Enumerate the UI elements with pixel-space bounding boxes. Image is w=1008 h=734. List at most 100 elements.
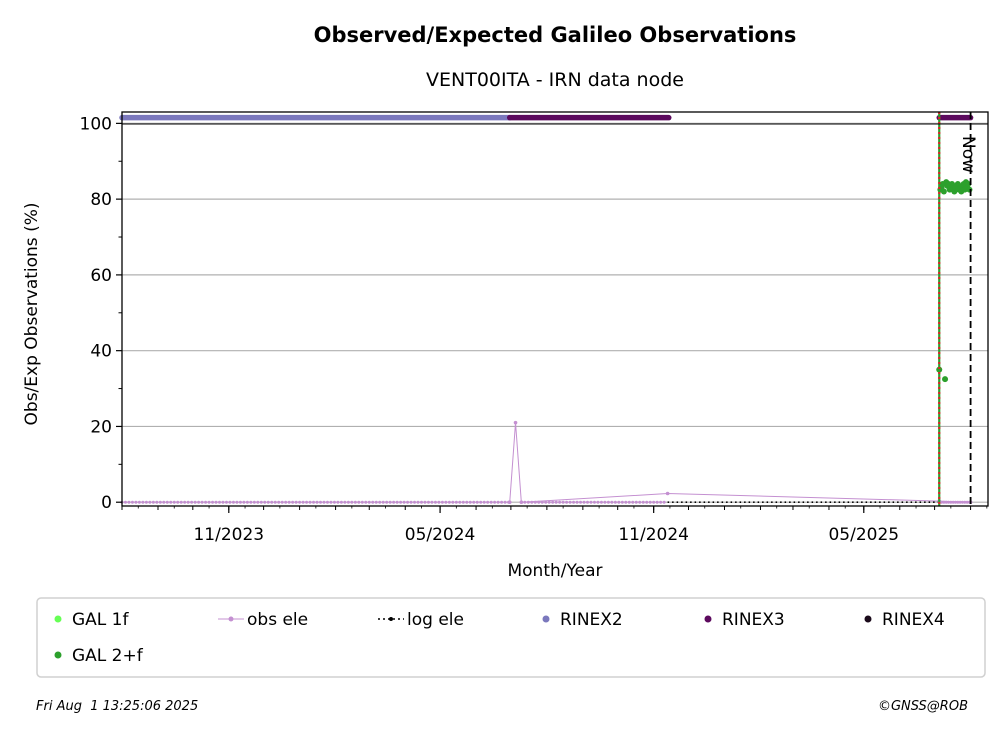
data-point-obs-ele — [960, 500, 964, 504]
data-point-obs-ele — [610, 500, 614, 504]
data-point-obs-ele — [312, 500, 316, 504]
data-point-obs-ele — [305, 500, 309, 504]
legend-label-rinex4: RINEX4 — [882, 610, 945, 630]
data-point-obs-ele — [176, 500, 180, 504]
data-point-obs-ele — [238, 500, 242, 504]
data-point-obs-ele — [137, 500, 141, 504]
data-point-gal-2-f — [940, 188, 947, 195]
data-point-obs-ele — [151, 500, 155, 504]
data-point-obs-ele — [249, 500, 253, 504]
data-point-obs-ele — [228, 500, 232, 504]
data-point-obs-ele — [475, 500, 479, 504]
data-point-obs-ele — [486, 500, 490, 504]
data-point-obs-ele — [413, 500, 417, 504]
x-axis-label: Month/Year — [507, 561, 602, 581]
time-markers — [938, 112, 972, 506]
data-point-obs-ele — [627, 500, 631, 504]
data-point-obs-ele — [430, 500, 434, 504]
data-point-obs-ele — [631, 500, 635, 504]
data-point-obs-ele — [294, 500, 298, 504]
data-point-obs-ele — [482, 500, 486, 504]
data-point-obs-ele — [381, 500, 385, 504]
data-point-obs-ele — [287, 500, 291, 504]
data-point-obs-ele — [298, 500, 302, 504]
legend: GAL 1f obs ele log ele RINEX2 RINEX3 RINEX4 GA… — [54, 610, 945, 666]
data-point-obs-ele — [218, 500, 222, 504]
data-point-obs-ele — [277, 500, 281, 504]
data-point-obs-ele — [231, 500, 235, 504]
data-point-obs-ele — [479, 500, 483, 504]
data-point-obs-ele — [266, 500, 270, 504]
data-point-obs-ele — [193, 500, 197, 504]
data-point-obs-ele — [322, 500, 326, 504]
data-point-obs-ele — [596, 500, 600, 504]
data-point-obs-ele — [409, 500, 413, 504]
y-tick-label: 0 — [101, 493, 112, 513]
data-point-obs-ele — [568, 500, 572, 504]
data-point-obs-ele — [280, 500, 284, 504]
data-point-obs-ele — [500, 500, 504, 504]
data-point-obs-ele — [634, 500, 638, 504]
legend-label-gal-2-f: GAL 2+f — [72, 646, 144, 666]
data-point-obs-ele — [242, 500, 246, 504]
data-point-obs-ele — [620, 500, 624, 504]
data-point-obs-ele — [575, 500, 579, 504]
data-point-obs-ele — [648, 500, 652, 504]
data-point-obs-ele — [169, 500, 173, 504]
y-tick-label: 60 — [90, 266, 112, 286]
data-point-obs-ele — [134, 500, 138, 504]
data-point-obs-ele — [503, 500, 507, 504]
data-point-obs-ele — [437, 500, 441, 504]
data-point-obs-ele — [579, 500, 583, 504]
legend-marker-dot-log-ele — [389, 617, 393, 621]
data-point-obs-ele — [963, 500, 967, 504]
data-point-obs-ele — [224, 500, 228, 504]
data-point-obs-ele — [947, 500, 951, 504]
data-point-obs-ele — [406, 500, 410, 504]
data-point-obs-ele — [399, 500, 403, 504]
data-point-obs-ele — [183, 500, 187, 504]
data-point-obs-ele — [158, 500, 162, 504]
data-point-obs-ele — [942, 500, 946, 504]
data-point-obs-ele — [325, 500, 329, 504]
data-point-obs-ele — [350, 500, 354, 504]
legend-marker-gal-1f — [54, 615, 62, 623]
data-point-obs-ele — [526, 500, 530, 504]
data-point-obs-ele — [451, 500, 455, 504]
data-point-obs-ele — [301, 500, 305, 504]
legend-label-rinex2: RINEX2 — [560, 610, 623, 630]
data-point-gal-2-f — [966, 186, 973, 193]
data-point-obs-ele — [659, 500, 663, 504]
data-point-obs-ele — [339, 500, 343, 504]
data-point-obs-ele — [953, 500, 957, 504]
data-point-obs-ele — [252, 500, 256, 504]
data-point-obs-ele — [388, 500, 392, 504]
data-point-obs-ele — [965, 500, 969, 504]
data-point-obs-ele — [319, 500, 323, 504]
legend-label-obs-ele: obs ele — [247, 610, 308, 630]
data-point-obs-ele — [458, 500, 462, 504]
y-tick-label: 20 — [90, 417, 112, 437]
data-point-obs-ele — [392, 500, 396, 504]
data-point-obs-ele — [603, 500, 607, 504]
legend-marker-dot-obs-ele — [228, 616, 234, 622]
grid-lines — [122, 122, 988, 503]
data-point-obs-ele — [141, 500, 145, 504]
data-point-obs-ele — [554, 500, 558, 504]
data-point-obs-ele — [949, 500, 953, 504]
legend-marker-rinex2 — [542, 615, 550, 623]
data-point-obs-ele — [148, 500, 152, 504]
data-point-obs-ele — [447, 500, 451, 504]
data-point-obs-ele — [256, 500, 260, 504]
data-point-obs-ele — [207, 500, 211, 504]
data-point-obs-ele — [123, 500, 127, 504]
series-line-obs-ele — [509, 422, 971, 503]
data-point-obs-ele — [638, 500, 642, 504]
data-point-obs-ele — [308, 500, 312, 504]
data-point-obs-ele — [537, 500, 541, 504]
data-point-obs-ele — [214, 500, 218, 504]
data-point-obs-ele — [263, 500, 267, 504]
data-point-obs-ele — [357, 500, 361, 504]
data-point-obs-ele — [273, 500, 277, 504]
